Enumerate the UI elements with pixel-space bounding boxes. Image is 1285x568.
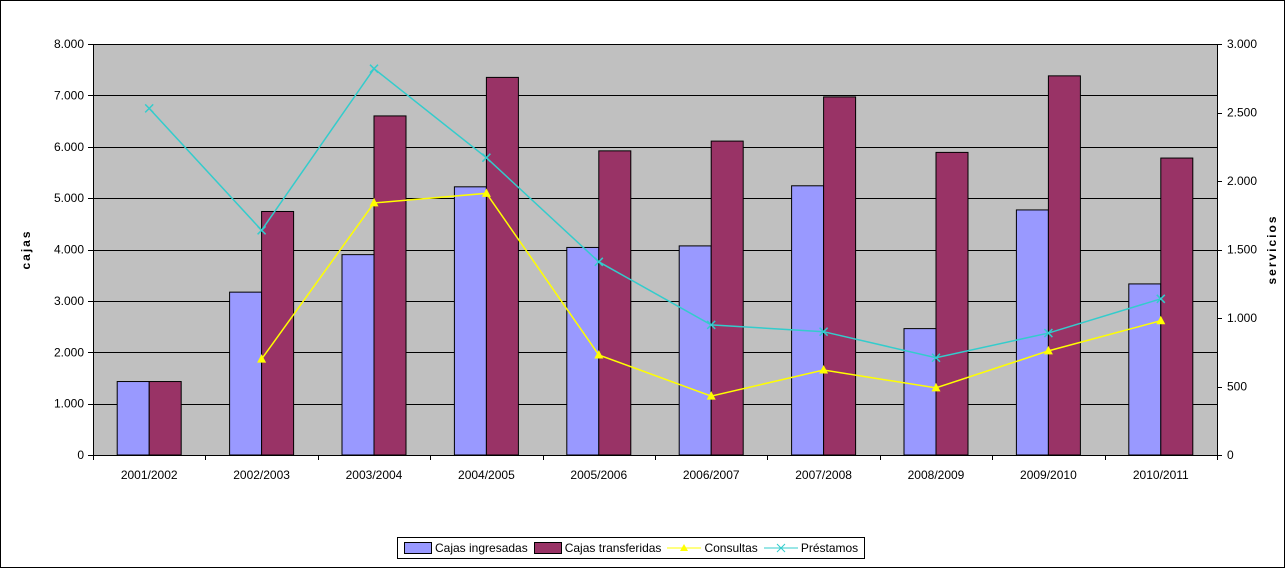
point-prestamos <box>931 353 941 363</box>
legend-swatch-cajas-ingresadas <box>404 542 432 554</box>
bar-cajas-transferidas <box>261 210 295 456</box>
y2-tick-label: 500 <box>1227 380 1247 394</box>
point-consultas <box>1156 315 1166 325</box>
point-prestamos <box>706 320 716 330</box>
point-prestamos <box>144 103 154 113</box>
point-consultas <box>931 382 941 392</box>
bar-cajas-ingresadas <box>566 246 600 456</box>
bar-cajas-transferidas <box>485 76 519 456</box>
point-consultas <box>369 197 379 207</box>
y-tick-label: 4.000 <box>54 243 84 257</box>
legend-item-cajas-transferidas: Cajas transferidas <box>533 541 662 555</box>
y-tick-label: 6.000 <box>54 140 84 154</box>
x-tick-label: 2002/2003 <box>233 468 290 482</box>
y-axis-title: cajas <box>19 229 33 269</box>
bar-cajas-ingresadas <box>903 328 937 456</box>
x-tick-label: 2007/2008 <box>795 468 852 482</box>
y2-tick-label: 0 <box>1227 448 1234 462</box>
bar-cajas-ingresadas <box>229 291 263 456</box>
point-consultas <box>819 365 829 374</box>
legend-item-cajas-ingresadas: Cajas ingresadas <box>404 541 528 555</box>
y-tick-label: 1.000 <box>54 397 84 411</box>
y-tick-label: 3.000 <box>54 294 84 308</box>
bar-cajas-ingresadas <box>341 254 375 456</box>
x-tick-label: 2001/2002 <box>121 468 178 482</box>
legend-label-cajas-transferidas: Cajas transferidas <box>564 541 662 555</box>
bar-cajas-transferidas <box>373 115 407 456</box>
legend-item-prestamos: Préstamos <box>763 541 859 555</box>
axes <box>88 44 1222 460</box>
y2-tick-label: 2.500 <box>1227 106 1257 120</box>
point-consultas <box>594 349 604 359</box>
point-prestamos <box>1043 328 1053 338</box>
bar-cajas-ingresadas <box>678 245 712 456</box>
point-prestamos <box>819 327 829 337</box>
y2-tick-label: 2.000 <box>1227 174 1257 188</box>
bar-cajas-transferidas <box>1047 75 1081 456</box>
y-tick-label: 5.000 <box>54 191 84 205</box>
bar-cajas-transferidas <box>1160 157 1194 456</box>
y-tick-label: 7.000 <box>54 88 84 102</box>
y-tick-label: 8.000 <box>54 37 84 51</box>
point-prestamos <box>257 225 267 235</box>
point-prestamos <box>594 257 604 267</box>
bars <box>116 75 1194 456</box>
bar-cajas-transferidas <box>935 151 969 456</box>
x-tick-label: 2008/2009 <box>908 468 965 482</box>
y2-tick-label: 1.000 <box>1227 311 1257 325</box>
bar-cajas-transferidas <box>710 140 744 456</box>
bar-cajas-ingresadas <box>1015 209 1049 456</box>
point-prestamos <box>1156 294 1166 304</box>
y2-tick-label: 1.500 <box>1227 243 1257 257</box>
x-tick-label: 2009/2010 <box>1020 468 1077 482</box>
legend-label-consultas: Consultas <box>704 541 758 555</box>
point-prestamos <box>481 153 491 163</box>
legend-label-cajas-ingresadas: Cajas ingresadas <box>435 541 528 555</box>
bar-cajas-ingresadas <box>791 185 825 456</box>
y-tick-label: 0 <box>77 448 84 462</box>
point-consultas <box>706 391 716 400</box>
x-tick-label: 2010/2011 <box>1133 468 1189 482</box>
point-consultas <box>1043 345 1053 355</box>
x-tick-label: 2004/2005 <box>458 468 515 482</box>
y-tick-label: 2.000 <box>54 345 84 359</box>
legend-swatch-cajas-transferidas <box>533 542 562 554</box>
point-prestamos <box>369 64 379 74</box>
tick-labels: 0 1.000 2.000 3.000 4.000 5.000 6.000 7.000 8.00… <box>54 37 1257 482</box>
line-prestamos <box>148 67 1162 359</box>
legend-line-prestamos <box>763 543 798 553</box>
bar-cajas-ingresadas <box>453 186 487 456</box>
x-tick-label: 2005/2006 <box>570 468 627 482</box>
lines <box>144 64 1166 400</box>
legend-item-consultas: Consultas <box>667 541 758 555</box>
bar-cajas-ingresadas <box>116 381 150 456</box>
point-consultas <box>257 354 267 363</box>
x-tick-label: 2006/2007 <box>683 468 740 482</box>
point-consultas <box>481 188 491 197</box>
x-tick-label: 2003/2004 <box>346 468 403 482</box>
bar-cajas-ingresadas <box>1128 283 1162 456</box>
bar-cajas-transferidas <box>148 381 182 456</box>
legend-line-consultas <box>667 544 702 551</box>
y2-tick-label: 3.000 <box>1227 37 1257 51</box>
legend: Cajas ingresadas Cajas transferidas Cons… <box>397 537 866 559</box>
bar-cajas-transferidas <box>823 96 857 456</box>
bar-cajas-transferidas <box>598 150 632 456</box>
y2-axis-title: servicios <box>1265 214 1279 284</box>
legend-label-prestamos: Préstamos <box>800 541 859 555</box>
